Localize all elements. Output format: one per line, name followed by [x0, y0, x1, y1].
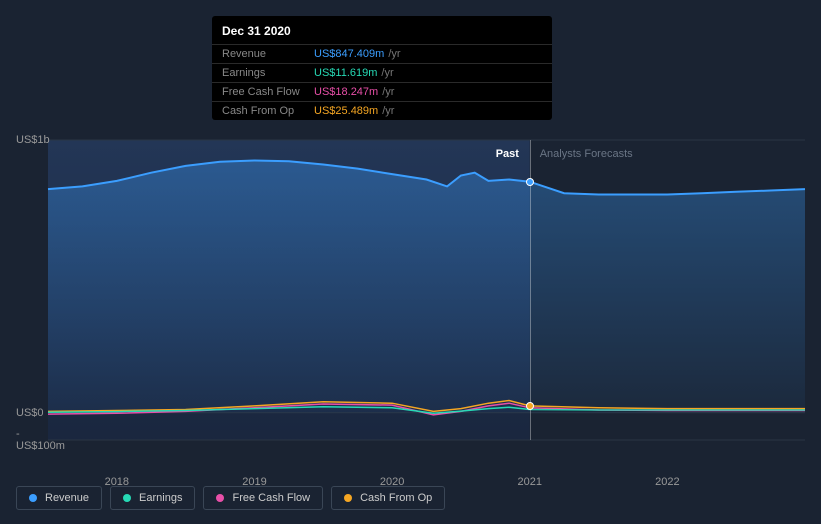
tooltip-date: Dec 31 2020	[212, 16, 552, 44]
y-axis-label: US$1b	[16, 134, 68, 146]
legend-dot-icon	[29, 494, 37, 502]
legend-item[interactable]: Free Cash Flow	[203, 486, 323, 510]
y-axis-label: US$0	[16, 407, 68, 419]
chart-container: US$1bUS$0-US$100m20182019202020212022Pas…	[16, 120, 805, 470]
tooltip-row-label: Cash From Op	[222, 105, 314, 117]
tooltip-row-unit: /yr	[382, 105, 394, 117]
x-axis-label: 2021	[517, 476, 541, 488]
legend-item-label: Revenue	[45, 492, 89, 504]
legend-item-label: Free Cash Flow	[232, 492, 310, 504]
hover-dot	[526, 402, 534, 410]
tooltip-row: RevenueUS$847.409m/yr	[212, 44, 552, 63]
legend: Revenue Earnings Free Cash Flow Cash From O…	[16, 486, 445, 510]
y-axis-label: -US$100m	[16, 428, 68, 452]
chart-svg	[48, 140, 805, 440]
tooltip-row-label: Free Cash Flow	[222, 86, 314, 98]
tooltip-row-unit: /yr	[381, 67, 393, 79]
tooltip-row-value: US$25.489m	[314, 105, 378, 117]
legend-item-label: Earnings	[139, 492, 182, 504]
legend-dot-icon	[123, 494, 131, 502]
tooltip-row-unit: /yr	[382, 86, 394, 98]
tooltip-row: Free Cash FlowUS$18.247m/yr	[212, 82, 552, 101]
tooltip-row-value: US$847.409m	[314, 48, 384, 60]
legend-item-label: Cash From Op	[360, 492, 432, 504]
chart-tooltip: Dec 31 2020 RevenueUS$847.409m/yrEarning…	[212, 16, 552, 120]
legend-dot-icon	[344, 494, 352, 502]
tooltip-row-label: Earnings	[222, 67, 314, 79]
past-label: Past	[496, 148, 519, 160]
tooltip-row-label: Revenue	[222, 48, 314, 60]
forecast-label: Analysts Forecasts	[540, 148, 633, 160]
tooltip-row-value: US$11.619m	[314, 67, 377, 79]
tooltip-row-value: US$18.247m	[314, 86, 378, 98]
tooltip-row: Cash From OpUS$25.489m/yr	[212, 101, 552, 120]
legend-item[interactable]: Earnings	[110, 486, 195, 510]
legend-item[interactable]: Revenue	[16, 486, 102, 510]
hover-dot	[526, 178, 534, 186]
x-axis-label: 2022	[655, 476, 679, 488]
plot-area[interactable]	[48, 140, 805, 440]
tooltip-row-unit: /yr	[388, 48, 400, 60]
legend-dot-icon	[216, 494, 224, 502]
legend-item[interactable]: Cash From Op	[331, 486, 445, 510]
tooltip-row: EarningsUS$11.619m/yr	[212, 63, 552, 82]
